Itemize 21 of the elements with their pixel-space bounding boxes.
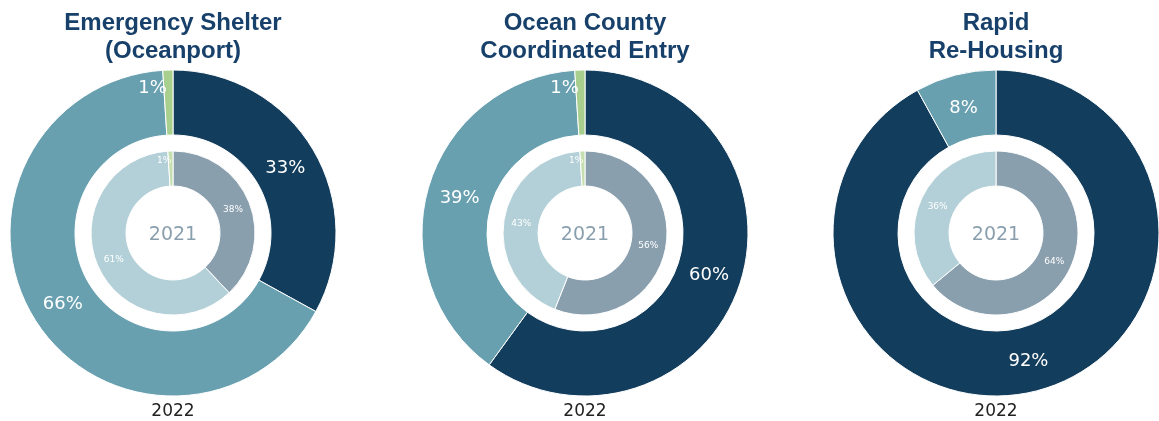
data-label: 92% xyxy=(1008,348,1049,370)
data-label: 43% xyxy=(511,218,532,229)
data-label: 39% xyxy=(439,185,480,207)
data-label: 56% xyxy=(638,240,659,251)
data-label: 64% xyxy=(1044,255,1065,266)
data-label: 60% xyxy=(689,262,730,284)
chart-title: Rapid Re-Housing xyxy=(928,8,1064,63)
data-label: 61% xyxy=(103,253,125,264)
slice-label: 2021 xyxy=(148,221,198,244)
data-label: 38% xyxy=(222,204,244,215)
slice-label: 2022 xyxy=(974,400,1018,420)
slice-label: 2021 xyxy=(971,221,1021,244)
slice-label: 2022 xyxy=(563,400,607,420)
data-label: 8% xyxy=(949,95,978,117)
data-label: 36% xyxy=(927,200,949,211)
chart-title: Emergency Shelter (Oceanport) xyxy=(64,8,282,63)
slice-label: 2022 xyxy=(151,400,195,420)
chart-title: Ocean County Coordinated Entry xyxy=(480,8,691,63)
slice-label: 2021 xyxy=(560,221,610,244)
data-label: 66% xyxy=(42,292,83,314)
data-label: 33% xyxy=(265,155,306,177)
